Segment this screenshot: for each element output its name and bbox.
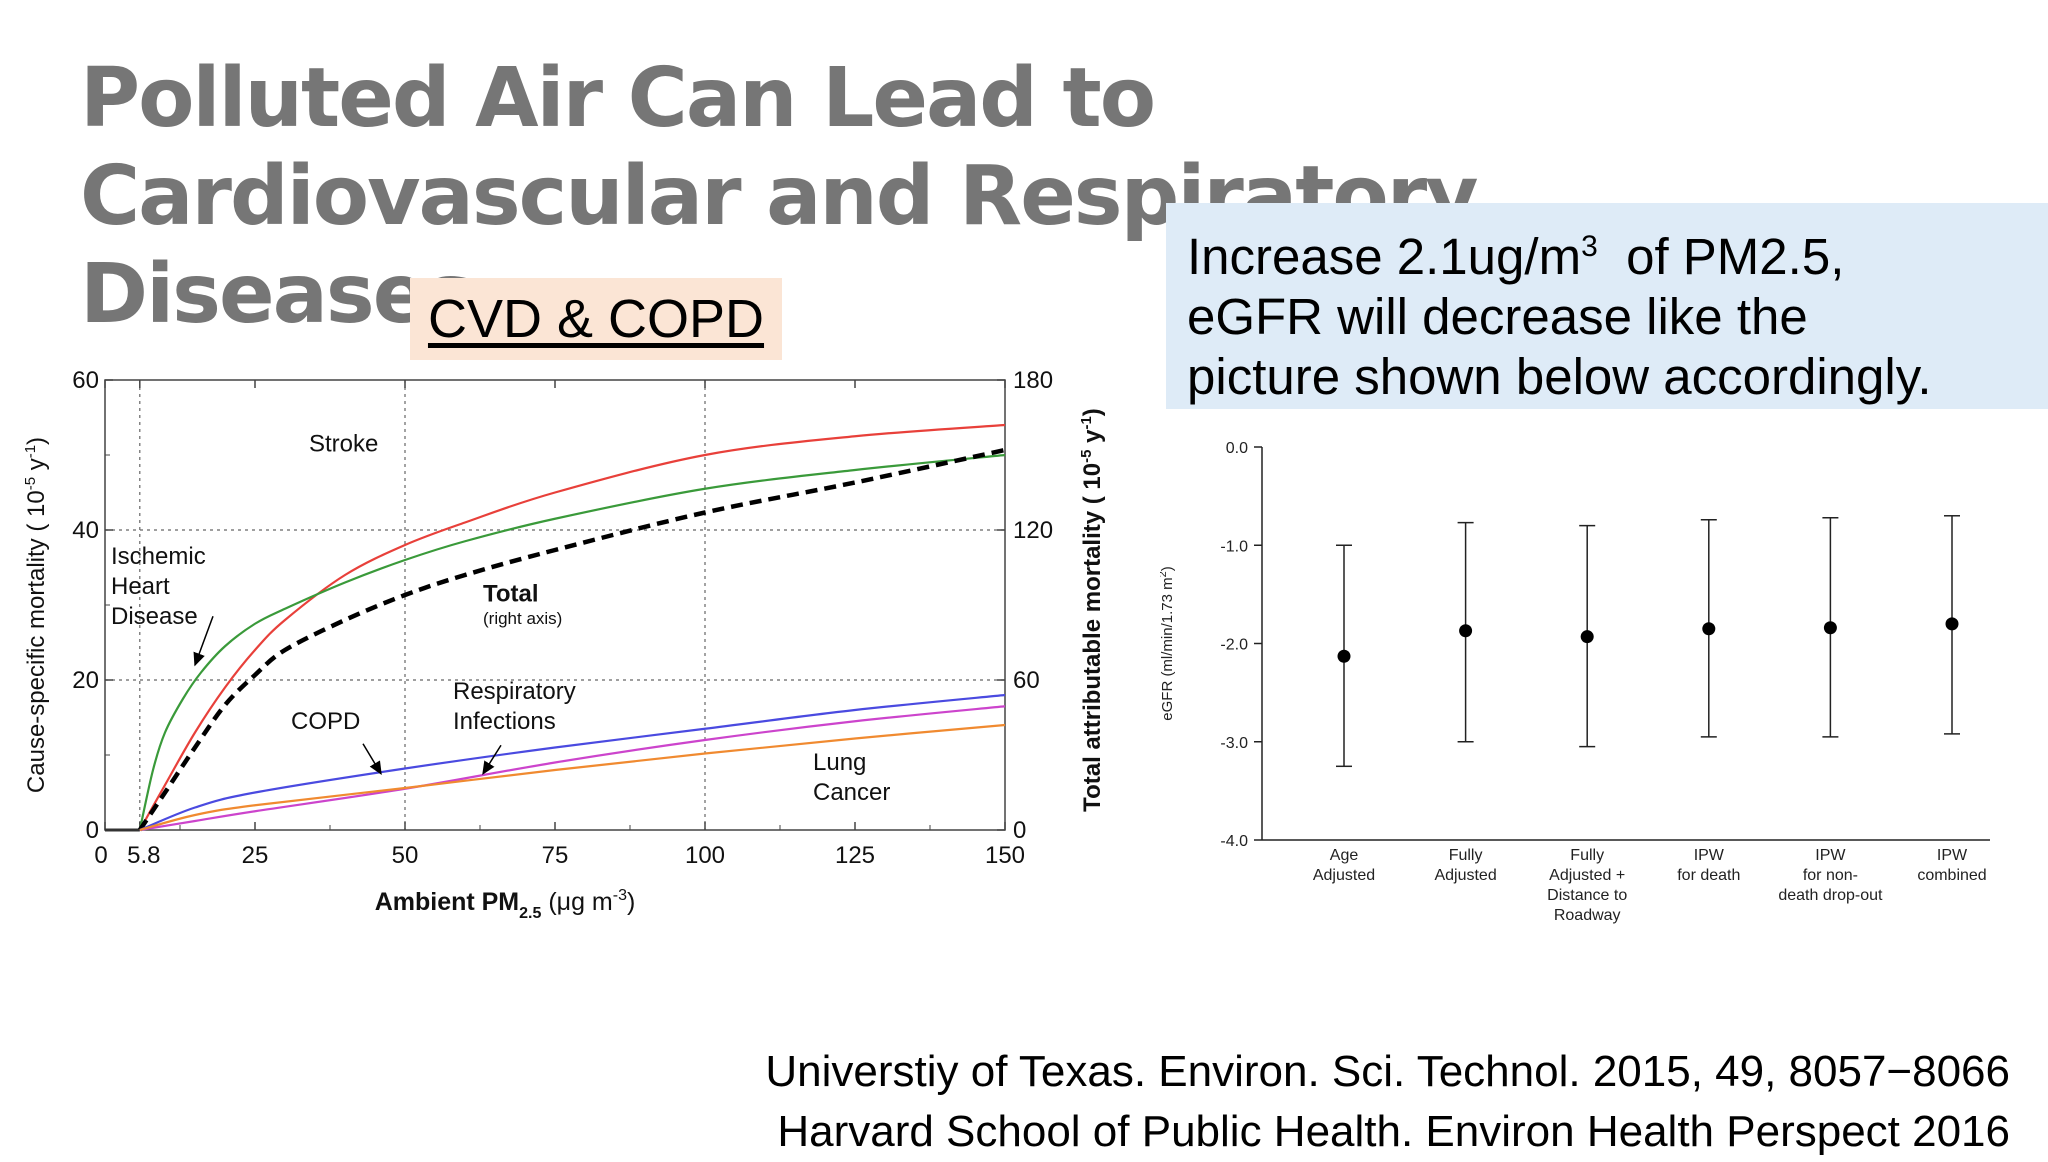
- note-line-3: picture shown below accordingly.: [1187, 348, 1932, 405]
- point-estimate-ipw-combined: [1945, 617, 1959, 631]
- y-left-tick-label-20: 20: [72, 667, 99, 694]
- annotation-infections: Infections: [453, 708, 556, 735]
- category-label-adjusted: Adjusted: [1313, 867, 1375, 884]
- category-label-ipw: IPW: [1937, 847, 1968, 864]
- annotation-arrow-ischemic: [193, 615, 214, 667]
- reference-2: Harvard School of Public Health. Environ…: [777, 1107, 2010, 1156]
- category-label-adjusted: Adjusted: [1434, 867, 1496, 884]
- series-line-respiratory-infections: [139, 705, 1006, 832]
- y-right-tick-label-60: 60: [1013, 667, 1040, 694]
- annotation-right-axis: (right axis): [483, 609, 562, 628]
- cvd-copd-label: CVD & COPD: [427, 289, 765, 349]
- category-label-fully: Fully: [1570, 847, 1604, 864]
- y-tick-label-3-0: -3.0: [1220, 735, 1248, 752]
- point-estimate-ipw-for-non-death-drop-out: [1823, 621, 1837, 635]
- category-label-combined: combined: [1917, 867, 1986, 884]
- y-left-tick-label-40: 40: [72, 517, 99, 544]
- point-estimate-ipw-for-death: [1702, 622, 1716, 636]
- egfr-note-box: Increase 2.1ug/m3 of PM2.5, eGFR will de…: [1166, 203, 2048, 409]
- category-label-ipw: IPW: [1815, 847, 1846, 864]
- annotation-total: Total: [483, 580, 539, 607]
- x-axis-label-unit-sup: -3: [613, 887, 627, 904]
- y-right-tick-label-0: 0: [1013, 817, 1026, 844]
- y-axis-label-main: eGFR (ml/min/1.73 m: [1160, 577, 1176, 720]
- note-line-2: eGFR will decrease like the: [1187, 288, 1808, 345]
- x-tick-label-5-8: 5.8: [127, 842, 160, 869]
- y-tick-label-4-0: -4.0: [1220, 833, 1248, 850]
- y-left-tick-label-0: 0: [86, 817, 99, 844]
- y-tick-label-1-0: -1.0: [1220, 538, 1248, 555]
- y-right-tick-label-120: 120: [1013, 517, 1053, 544]
- y-tick-label-2-0: -2.0: [1220, 637, 1248, 654]
- x-tick-label-125: 125: [835, 842, 875, 869]
- category-label-distance-to: Distance to: [1547, 887, 1627, 904]
- y-axis-label: eGFR (ml/min/1.73 m2): [1160, 566, 1176, 720]
- annotation-respiratory: Respiratory: [453, 678, 576, 705]
- series-line-stroke: [138, 423, 1006, 831]
- y-left-tick-label-60: 60: [72, 367, 99, 394]
- y-axis-label-sup: 2: [1160, 571, 1169, 577]
- category-label-death-drop-out: death drop-out: [1778, 887, 1883, 904]
- annotation-arrow-respiratory: [482, 744, 502, 776]
- point-estimate-age-adjusted: [1337, 649, 1351, 663]
- annotation-cancer: Cancer: [813, 779, 890, 806]
- point-estimate-fully-adjusted-distance-to-roadway: [1580, 630, 1594, 644]
- y-tick-label-0-0: 0.0: [1226, 440, 1248, 457]
- annotation-lung: Lung: [813, 749, 866, 776]
- category-label-for-death: for death: [1677, 867, 1740, 884]
- x-tick-label-50: 50: [392, 842, 419, 869]
- x-axis-label-unit-suffix: ): [627, 888, 635, 916]
- y-left-label-sup: -5: [22, 477, 39, 490]
- annotation-arrow-copd: [362, 743, 382, 776]
- x-tick-label-75: 75: [542, 842, 569, 869]
- category-label-roadway: Roadway: [1554, 907, 1621, 924]
- series-line-copd: [139, 693, 1006, 832]
- x-axis-label-main: Ambient PM: [375, 888, 519, 916]
- y-right-label-sup: -5: [1078, 450, 1095, 463]
- series-line-ischemic-heart-disease: [138, 453, 1006, 831]
- y-right-tick-label-180: 180: [1013, 367, 1053, 394]
- annotation-stroke: Stroke: [309, 430, 378, 457]
- x-tick-label-100: 100: [685, 842, 725, 869]
- x-tick-label-25: 25: [242, 842, 269, 869]
- y-left-label-sup2: -1: [22, 445, 39, 458]
- y-left-label-main: Cause-specific mortality ( 10: [23, 490, 50, 793]
- annotation-copd: COPD: [291, 708, 360, 735]
- annotation-ischemic: Ischemic: [111, 543, 206, 570]
- x-tick-label-150: 150: [985, 842, 1025, 869]
- x-tick-label-0: 0: [94, 842, 107, 869]
- y-left-label-suffix: ): [23, 437, 50, 445]
- y-right-label-suffix: ): [1079, 408, 1106, 416]
- y-right-axis-label: Total attributable mortality ( 10-5 y-1): [1078, 408, 1106, 812]
- mortality-line-chart: 0 5.8 25 50 75 100 125 1500204060060120180Strok…: [22, 367, 1106, 920]
- x-axis-label: Ambient PM2.5 (μg m-3): [375, 887, 636, 920]
- category-label-adjusted: Adjusted +: [1549, 867, 1625, 884]
- cvd-copd-label-box: CVD & COPD: [410, 278, 782, 360]
- egfr-note-text: Increase 2.1ug/m3 of PM2.5, eGFR will de…: [1187, 217, 2037, 407]
- point-estimate-fully-adjusted: [1459, 624, 1473, 638]
- references: Universtiy of Texas. Environ. Sci. Techn…: [710, 1042, 2010, 1162]
- egfr-errorbar-chart: 0.0 -1.0 -2.0 -3.0 -4.0 eGFR (ml/min/1.73 m2)…: [1160, 440, 1990, 924]
- y-left-axis-label: Cause-specific mortality ( 10-5 y-1): [22, 437, 50, 793]
- note-line-1: Increase 2.1ug/m3 of PM2.5,: [1187, 228, 1845, 285]
- category-label-for-non: for non-: [1803, 867, 1858, 884]
- category-label-age: Age: [1330, 847, 1359, 864]
- category-label-ipw: IPW: [1694, 847, 1725, 864]
- y-axis-label-suffix: ): [1160, 566, 1176, 571]
- y-left-label-mid: y: [23, 458, 50, 477]
- x-axis-label-unit: (μg m: [541, 888, 612, 916]
- y-right-label-sup2: -1: [1078, 416, 1095, 429]
- y-right-label-main: Total attributable mortality ( 10: [1079, 463, 1106, 812]
- reference-1: Universtiy of Texas. Environ. Sci. Techn…: [765, 1047, 2010, 1096]
- annotation-disease: Disease: [111, 603, 198, 630]
- y-right-label-mid: y: [1079, 429, 1106, 450]
- x-axis-label-sub: 2.5: [519, 905, 541, 920]
- slide-title: Polluted Air Can Lead to Cardiovascular …: [80, 51, 1479, 342]
- annotation-heart: Heart: [111, 573, 170, 600]
- series-line-total: [137, 447, 1006, 832]
- category-label-fully: Fully: [1449, 847, 1483, 864]
- series-line-lung-cancer: [139, 723, 1006, 832]
